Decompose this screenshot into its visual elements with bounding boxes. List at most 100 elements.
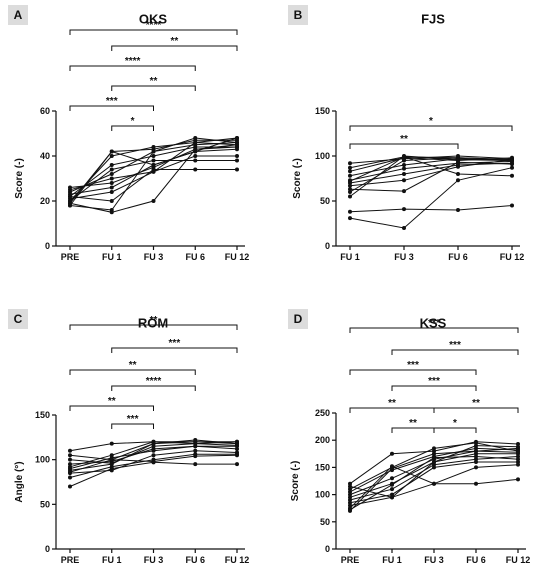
data-point	[474, 454, 478, 459]
data-point	[68, 457, 72, 462]
significance-label: ***	[127, 414, 139, 425]
data-point	[109, 163, 114, 167]
chart-title: KSS	[420, 316, 447, 331]
significance-label: **	[388, 398, 396, 409]
data-point	[193, 140, 198, 145]
panel-letter-box	[288, 5, 308, 25]
data-point	[402, 178, 406, 183]
x-tick-label: FU 1	[102, 252, 122, 262]
data-point	[432, 451, 436, 456]
data-point	[68, 475, 72, 480]
series-line	[349, 167, 513, 229]
significance-label: **	[129, 360, 137, 371]
significance-bracket	[111, 347, 238, 353]
significance-label: **	[472, 398, 480, 409]
y-tick-label: 60	[40, 106, 50, 116]
data-point	[109, 181, 114, 185]
x-tick-label: FU 1	[340, 252, 360, 262]
chart-title: OKS	[139, 12, 168, 27]
data-point	[402, 158, 406, 163]
series-line	[69, 461, 237, 487]
data-point	[456, 178, 460, 183]
x-tick-label: FU 12	[225, 252, 250, 262]
data-point	[516, 462, 520, 467]
data-point	[235, 446, 239, 451]
data-point	[109, 453, 114, 458]
data-point	[432, 465, 436, 470]
data-point	[235, 158, 239, 163]
data-point	[474, 481, 478, 486]
data-point	[432, 481, 436, 486]
series-line	[349, 162, 513, 184]
significance-bracket	[433, 427, 477, 433]
x-tick-label: FU 3	[394, 252, 414, 262]
data-point	[109, 210, 114, 215]
significance-bracket	[349, 143, 459, 149]
panel-d: D KSS 0 50 100 150 200 250 Score (-) PRE FU 1 FU 3 F…	[288, 309, 530, 565]
significance-label: ****	[146, 20, 162, 31]
data-point	[193, 147, 198, 152]
y-tick-label: 150	[315, 462, 330, 472]
significance-bracket	[69, 369, 196, 375]
y-tick-label: 0	[45, 241, 50, 251]
y-axis-label: Score (-)	[14, 158, 25, 199]
data-point	[193, 154, 198, 158]
significance-label: ****	[146, 376, 162, 387]
data-point	[348, 484, 352, 489]
data-point	[151, 154, 156, 158]
y-axis-label: Score (-)	[292, 158, 303, 199]
x-tick-label: FU 6	[185, 252, 205, 262]
data-point	[402, 226, 406, 230]
data-point	[390, 451, 394, 456]
data-point	[235, 136, 239, 140]
data-point	[348, 216, 352, 221]
y-axis-label: Angle (°)	[14, 461, 25, 502]
significance-bracket	[111, 385, 196, 391]
data-point	[456, 208, 460, 212]
x-tick-label: FU 12	[225, 555, 250, 565]
y-tick-label: 150	[315, 106, 330, 116]
data-point	[402, 154, 406, 159]
significance-label: **	[150, 315, 158, 326]
data-point	[68, 199, 72, 203]
significance-bracket	[349, 369, 477, 375]
data-point	[474, 459, 478, 464]
data-point	[109, 457, 114, 462]
data-point	[151, 145, 156, 149]
significance-label: **	[409, 418, 417, 429]
significance-bracket	[391, 385, 477, 391]
significance-bracket	[391, 349, 519, 355]
data-point	[456, 157, 460, 162]
data-point	[235, 453, 239, 458]
significance-label: ***	[407, 360, 419, 371]
data-point	[390, 476, 394, 481]
data-point	[510, 173, 514, 178]
significance-bracket	[69, 405, 154, 411]
y-tick-label: 100	[35, 455, 50, 465]
data-point	[235, 439, 239, 444]
data-point	[516, 444, 520, 449]
x-tick-label: FU 1	[102, 555, 122, 565]
significance-bracket	[349, 327, 519, 333]
y-tick-label: 50	[40, 499, 50, 509]
y-tick-label: 100	[315, 490, 330, 500]
significance-label: ****	[125, 56, 141, 67]
panel-letter-box	[8, 309, 28, 329]
data-point	[402, 189, 406, 194]
panel-letter: C	[14, 312, 23, 326]
data-point	[109, 154, 114, 158]
data-point	[235, 147, 239, 152]
data-point	[348, 209, 352, 214]
data-point	[68, 448, 72, 453]
data-point	[510, 162, 514, 167]
panel-letter: B	[294, 8, 303, 22]
x-tick-label: FU 12	[506, 555, 531, 565]
data-point	[456, 172, 460, 176]
data-point	[348, 183, 352, 188]
panel-a: A OKS 0 20 40 60 Score (-) PRE FU 1 FU 3 FU 6 FU 12…	[8, 5, 249, 262]
data-point	[235, 142, 239, 147]
data-point	[474, 443, 478, 448]
y-tick-label: 150	[35, 410, 50, 420]
data-point	[151, 453, 156, 458]
